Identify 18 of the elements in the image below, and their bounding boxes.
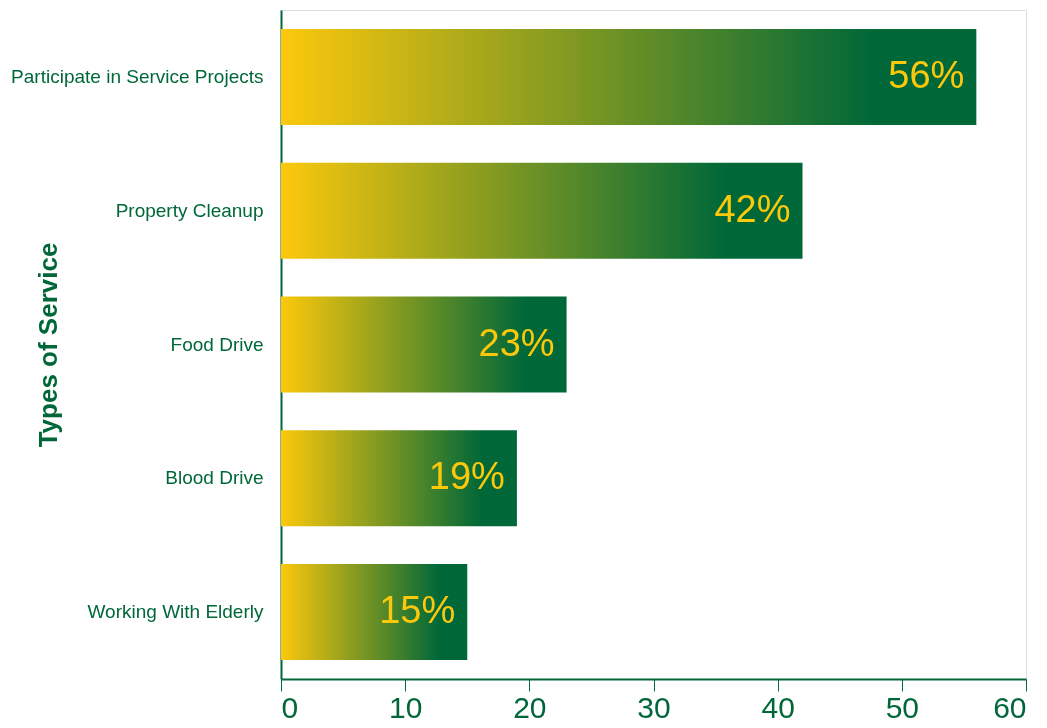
y-tick-label: Blood Drive	[165, 467, 264, 489]
y-tick-label: Working With Elderly	[87, 601, 264, 623]
data-label: 23%	[478, 321, 555, 364]
x-tick-label: 50	[885, 690, 920, 724]
y-tick-label: Property Cleanup	[115, 199, 264, 221]
x-tick-label: 10	[388, 690, 423, 724]
data-label: 42%	[714, 187, 791, 230]
x-tick-label: 40	[761, 690, 795, 724]
y-axis-title: Types of Service	[32, 242, 63, 448]
data-label: 15%	[379, 589, 456, 632]
y-tick-label: Participate in Service Projects	[11, 65, 264, 87]
x-tick-label: 60	[993, 690, 1027, 724]
data-label: 19%	[428, 455, 505, 498]
x-tick-label: 0	[281, 690, 299, 724]
y-tick-label: Food Drive	[170, 333, 264, 355]
x-tick-label: 30	[637, 690, 671, 724]
data-label: 56%	[888, 53, 965, 96]
x-tick-label: 20	[513, 690, 547, 724]
